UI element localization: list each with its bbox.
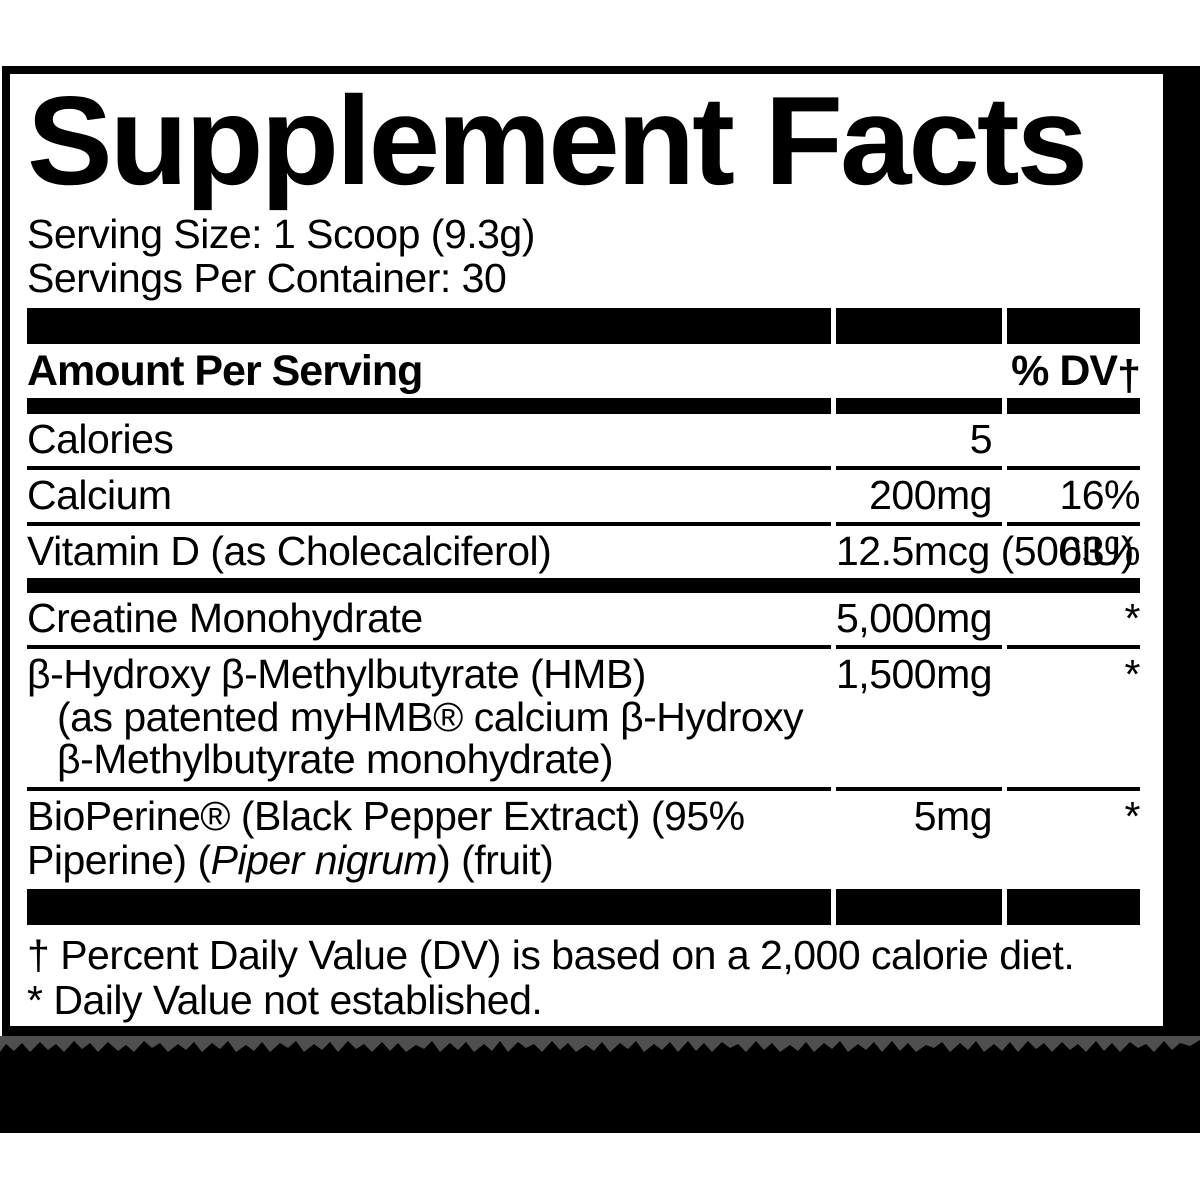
nutrient-dv (1007, 417, 1140, 461)
separator-bar-solid (27, 578, 1140, 593)
nutrient-dv: * (1124, 651, 1141, 697)
footnotes: † Percent Daily Value (DV) is based on a… (27, 925, 1140, 1023)
separator-bar-medium (27, 398, 1140, 414)
nutrient-amount: 200mg (869, 472, 992, 518)
nutrient-name: β-Hydroxy β-Methylbutyrate (HMB) (27, 651, 646, 697)
nutrient-dv: * (1124, 793, 1141, 839)
nutrient-name: Calcium (27, 472, 172, 518)
servings-per-container: Servings Per Container: 30 (27, 255, 507, 301)
nutrient-amount: 1,500mg (836, 651, 993, 697)
nutrient-name: Creatine Monohydrate (27, 595, 423, 641)
nutrient-amount: 5,000mg (836, 595, 993, 641)
label-title: Supplement Facts (27, 70, 1088, 211)
cropped-ingredients-text-band (0, 1036, 1200, 1133)
nutrient-amount: 5mg (913, 793, 993, 839)
separator-bar-thick-bottom (27, 889, 1140, 925)
nutrient-amount: 12.5mcg (500IU) (836, 528, 1134, 574)
nutrient-row-vitamin-d: Vitamin D (as Cholecalciferol) 12.5mcg (… (27, 526, 1141, 578)
nutrient-dv: 16% (1059, 472, 1140, 518)
column-header-row: Amount Per Serving % DV† (27, 344, 1141, 401)
serving-info: Serving Size: 1 Scoop (9.3g) Servings Pe… (27, 212, 1140, 300)
nutrient-sub-line: (as patented myHMB® calcium β-Hydroxy (57, 694, 804, 740)
row-divider (27, 645, 1140, 649)
serving-size: Serving Size: 1 Scoop (9.3g) (27, 211, 535, 257)
nutrient-dv: * (1124, 595, 1141, 641)
nutrient-row-creatine: Creatine Monohydrate 5,000mg * (27, 593, 1141, 645)
nutrient-row-calories: Calories 5 (27, 414, 1140, 466)
nutrient-amount: 5 (969, 416, 993, 462)
nutrient-dv: 63% (1059, 528, 1140, 574)
nutrient-sub-line: β-Methylbutyrate monohydrate) (57, 736, 614, 782)
row-divider (27, 466, 1140, 470)
row-divider (27, 787, 1140, 791)
nutrient-name: Calories (27, 416, 174, 462)
nutrient-row-hmb: β-Hydroxy β-Methylbutyrate (HMB) 1,500mg… (27, 649, 1141, 787)
latin-name: Piper nigrum (210, 837, 438, 883)
nutrient-name: BioPerine® (Black Pepper Extract) (95% (27, 793, 745, 839)
separator-bar-thick-top (27, 308, 1140, 344)
dagger-symbol: † (1117, 352, 1141, 401)
amount-per-serving-header: Amount Per Serving (27, 347, 423, 395)
nutrient-row-bioperine: BioPerine® (Black Pepper Extract) (95% 5… (27, 791, 1141, 889)
asterisk-footnote: * Daily Value not established. (27, 977, 543, 1023)
nutrient-name: Vitamin D (as Cholecalciferol) (27, 528, 552, 574)
label-box: Supplement Facts Serving Size: 1 Scoop (… (2, 66, 1200, 1036)
nutrient-row-calcium: Calcium 200mg 16% (27, 470, 1141, 522)
percent-dv-header: % DV† (1011, 347, 1141, 401)
row-divider (27, 522, 1140, 526)
dv-footnote: † Percent Daily Value (DV) is based on a… (27, 932, 1075, 978)
nutrient-wrap-line: Piperine) (Piper nigrum) (fruit) (27, 837, 554, 883)
